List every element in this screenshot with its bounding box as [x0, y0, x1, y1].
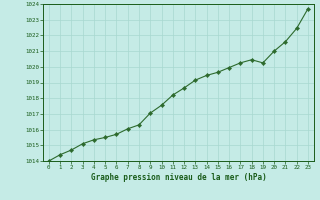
X-axis label: Graphe pression niveau de la mer (hPa): Graphe pression niveau de la mer (hPa) [91, 173, 266, 182]
